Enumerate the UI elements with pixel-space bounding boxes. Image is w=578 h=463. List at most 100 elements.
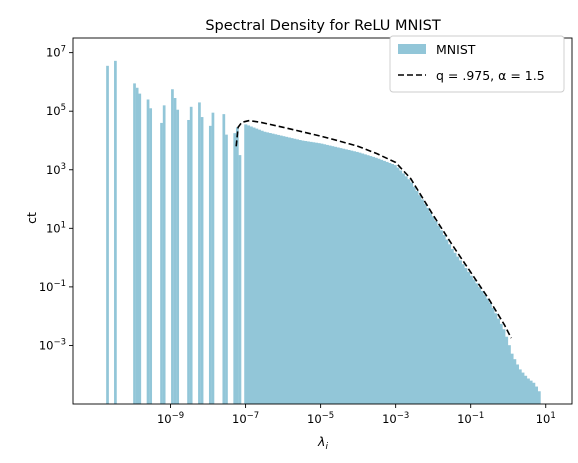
histogram-bar (431, 216, 435, 404)
histogram-bar (407, 179, 411, 404)
histogram-bar (255, 128, 259, 405)
y-tick-label: 105 (46, 103, 66, 118)
histogram-bar (249, 126, 253, 404)
histogram-bar (390, 164, 395, 404)
legend-box (389, 35, 565, 93)
histogram-bar (534, 386, 538, 404)
x-tick-label: 10−5 (307, 411, 334, 426)
x-tick-label: 10−1 (457, 411, 484, 426)
histogram-bar (491, 307, 495, 404)
legend: MNIST q = .975, α = 1.5 (389, 35, 565, 93)
histogram-bar (333, 146, 337, 405)
histogram-bar (420, 199, 424, 404)
histogram-bar (355, 151, 359, 404)
histogram-bar (331, 146, 335, 404)
histogram-bar (260, 130, 264, 405)
histogram-bar (222, 114, 226, 405)
histogram-bar (303, 141, 308, 404)
histogram-bar (279, 135, 283, 404)
histogram-bar (263, 131, 267, 404)
histogram-bar (257, 129, 261, 405)
histogram-bar (507, 345, 511, 404)
histogram-bar (235, 127, 239, 404)
histogram-bar (293, 138, 297, 404)
histogram-bar (442, 234, 446, 404)
histogram-bar (282, 136, 286, 404)
histogram-bar (477, 287, 481, 404)
histogram-bar (146, 99, 150, 404)
y-tick-label: 103 (46, 162, 66, 177)
histogram-bar (189, 106, 193, 405)
histogram-bar (271, 133, 275, 404)
chart-title: Spectral Density for ReLU MNIST (205, 18, 441, 34)
histogram-bar (290, 138, 294, 404)
histogram-bar (532, 382, 536, 404)
x-tick-label: 101 (536, 411, 556, 426)
histogram-bar (499, 323, 503, 404)
histogram-bar (483, 294, 487, 404)
histogram-bar (238, 155, 242, 404)
histogram-bar (350, 150, 354, 404)
histogram-bar (404, 176, 408, 404)
fit-curve-layer (235, 119, 512, 339)
histogram-bar (385, 161, 389, 404)
histogram-bar (388, 162, 392, 404)
histogram-bar (317, 143, 321, 404)
histogram-bar (268, 133, 272, 404)
histogram-bar (415, 190, 419, 404)
histogram-bar (529, 380, 533, 404)
histogram-bar (437, 225, 441, 404)
histogram-bar (265, 132, 270, 404)
histogram-bar (173, 98, 177, 405)
histogram-bar (401, 173, 405, 404)
histogram-bar (480, 290, 484, 404)
histogram-bar (252, 127, 256, 404)
histogram-bar (342, 148, 346, 404)
histogram-bar (439, 230, 443, 404)
histogram-bar (518, 369, 522, 404)
histogram-bar (426, 207, 430, 404)
histogram-bar (198, 102, 201, 404)
histogram-bar (418, 195, 422, 404)
histogram-bar (325, 144, 329, 404)
histogram-bar (396, 167, 400, 404)
histogram-bar (246, 125, 251, 404)
histogram-bar (423, 203, 427, 404)
histogram-bar (339, 148, 343, 404)
histogram-bar (382, 160, 386, 404)
legend-label-mnist: MNIST (436, 42, 476, 57)
histogram-bar (472, 279, 476, 404)
histogram-bar (399, 170, 403, 404)
histogram-bar (464, 268, 468, 404)
histogram-bar (208, 125, 212, 404)
histogram-bar (284, 136, 289, 404)
histogram-bar (369, 156, 373, 404)
fit-curve-line (235, 119, 512, 339)
histogram-bar (466, 271, 471, 404)
histogram-bar (295, 139, 299, 404)
histogram-bar (447, 244, 452, 404)
histogram-bar (393, 165, 397, 404)
y-tick-label: 10−3 (39, 337, 66, 352)
histogram-bar (374, 157, 378, 404)
legend-label-fit: q = .975, α = 1.5 (436, 68, 545, 83)
histogram-bar (377, 158, 381, 404)
plot-frame (72, 37, 573, 405)
histogram-bar (485, 298, 490, 404)
histogram-bar (412, 186, 416, 404)
histogram-bar (526, 378, 530, 404)
x-axis-label: λi (317, 434, 328, 452)
histogram-bar (521, 372, 525, 404)
histogram-bar (171, 89, 174, 405)
histogram-bar (510, 353, 514, 404)
histogram-bar (352, 151, 356, 404)
histogram-bar (456, 256, 460, 404)
histogram-bar (453, 252, 457, 404)
histogram-bar (298, 140, 302, 404)
histogram-bar (287, 137, 291, 405)
histogram-bar (502, 329, 506, 404)
histogram-bar (162, 105, 166, 405)
histogram-bar (524, 375, 528, 404)
histogram-bar (428, 212, 433, 404)
